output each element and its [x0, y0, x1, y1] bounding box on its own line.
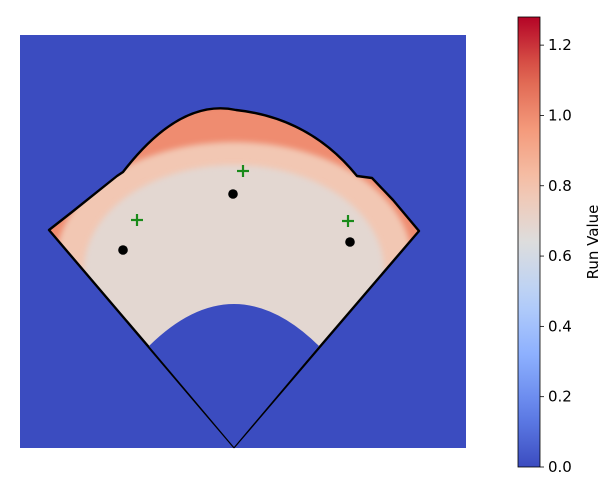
colorbar-label: Run Value — [584, 205, 602, 280]
fielder-dot-left — [118, 245, 128, 255]
colorbar-tick-label: 1.0 — [548, 106, 572, 124]
colorbar-tick-label: 0.8 — [548, 177, 572, 195]
heatmap-plot — [20, 35, 466, 449]
colorbar-tick-label: 1.2 — [548, 36, 572, 54]
colorbar-tick-label: 0.6 — [548, 247, 572, 265]
target-plus-center — [237, 165, 249, 177]
colorbar-tick-label: 0.0 — [548, 458, 572, 476]
player-markers — [118, 165, 355, 255]
colorbar-tick-label: 0.2 — [548, 388, 572, 406]
target-plus-left — [131, 214, 143, 226]
colorbar-bar — [517, 16, 541, 468]
field-boundary-outline — [47, 107, 421, 449]
colorbar-tick-label: 0.4 — [548, 317, 572, 335]
target-plus-right — [342, 215, 354, 227]
infield-region — [149, 304, 319, 447]
colorbar-ticks: 0.0 0.2 0.4 0.6 0.8 1.0 1.2 — [540, 36, 572, 476]
fielder-dot-center — [228, 189, 238, 199]
fielder-dot-right — [345, 237, 355, 247]
colorbar: 0.0 0.2 0.4 0.6 0.8 1.0 1.2 Run Value — [517, 16, 602, 476]
